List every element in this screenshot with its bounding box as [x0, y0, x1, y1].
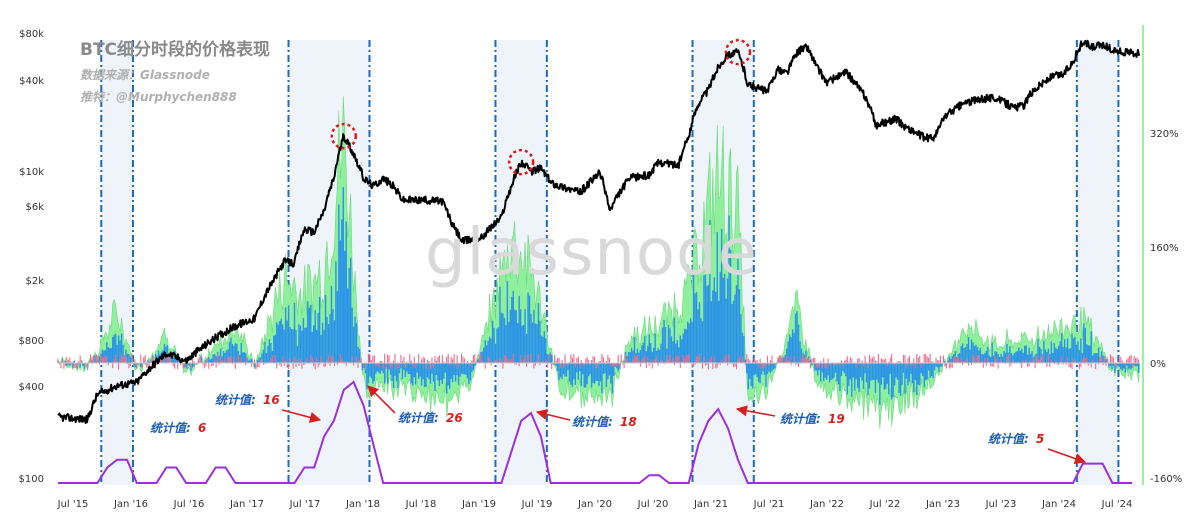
- annotation-arrow: [1047, 448, 1087, 464]
- y-left-tick-label: $80k: [19, 29, 44, 40]
- y-left-tick-label: $6k: [25, 202, 44, 213]
- y-left-tick-label: $40k: [19, 76, 44, 87]
- y-left-tick-label: $10k: [19, 167, 44, 178]
- annotation-value: 18: [620, 415, 637, 429]
- x-tick-label: Jan '16: [113, 499, 148, 510]
- annotation-label: 统计值:: [150, 421, 191, 435]
- x-tick-label: Jan '22: [809, 499, 844, 510]
- x-tick-label: Jan '21: [693, 499, 728, 510]
- x-tick-label: Jul '16: [173, 499, 205, 510]
- x-tick-label: Jul '23: [985, 499, 1017, 510]
- annotation-arrow: [735, 405, 776, 417]
- x-tick-label: Jan '20: [577, 499, 612, 510]
- y-right-tick-label: 160%: [1150, 243, 1179, 254]
- annotation-arrow: [535, 408, 571, 421]
- peak-marker-circle: [507, 148, 535, 176]
- chart-title: BTC细分时段的价格表现: [80, 39, 270, 60]
- peak-marker-circle: [724, 38, 752, 66]
- annotation-label: 统计值:: [398, 411, 439, 425]
- y-left-tick-label: $100: [19, 474, 44, 485]
- y-left-tick-label: $2k: [25, 276, 44, 287]
- x-tick-label: Jul '15: [57, 499, 89, 510]
- statistic-line: [58, 380, 1133, 484]
- x-tick-label: Jul '24: [1101, 499, 1133, 510]
- x-tick-label: Jan '19: [461, 499, 496, 510]
- x-tick-label: Jan '24: [1041, 499, 1076, 510]
- x-tick-label: Jul '22: [869, 499, 901, 510]
- annotation-value: 16: [263, 393, 280, 407]
- annotation-value: 19: [828, 412, 845, 426]
- y-left-tick-label: $800: [19, 336, 44, 347]
- annotation-value: 6: [198, 421, 206, 435]
- x-tick-label: Jul '17: [289, 499, 321, 510]
- highlight-band: [288, 40, 370, 485]
- annotation-value: 26: [446, 411, 463, 425]
- annotation-label: 统计值:: [572, 415, 613, 429]
- watermark: glassnode: [425, 216, 758, 290]
- y-right-tick-label: 0%: [1150, 359, 1166, 370]
- x-tick-label: Jul '19: [521, 499, 553, 510]
- btc-price-line: [57, 39, 1141, 425]
- x-tick-label: Jul '21: [753, 499, 785, 510]
- y-right-tick-label: -160%: [1150, 474, 1182, 485]
- chart-author: 推特：@Murphychen888: [80, 90, 237, 104]
- x-tick-label: Jan '17: [229, 499, 264, 510]
- highlight-band: [101, 40, 133, 485]
- annotation-arrow: [281, 409, 322, 423]
- y-left-tick-label: $400: [19, 382, 44, 393]
- chart-source: 数据来源：Glassnode: [80, 68, 210, 82]
- annotation-label: 统计值:: [780, 412, 821, 426]
- annotation-label: 统计值:: [988, 432, 1029, 446]
- x-tick-label: Jan '18: [345, 499, 380, 510]
- x-tick-label: Jul '18: [405, 499, 437, 510]
- x-tick-label: Jul '20: [637, 499, 669, 510]
- annotation-label: 统计值:: [215, 393, 256, 407]
- y-right-tick-label: 320%: [1150, 129, 1179, 140]
- peak-marker-circle: [330, 122, 358, 150]
- highlight-band: [1076, 40, 1119, 485]
- x-tick-label: Jan '23: [925, 499, 960, 510]
- annotation-value: 5: [1036, 432, 1044, 446]
- annotation-arrow: [367, 385, 396, 414]
